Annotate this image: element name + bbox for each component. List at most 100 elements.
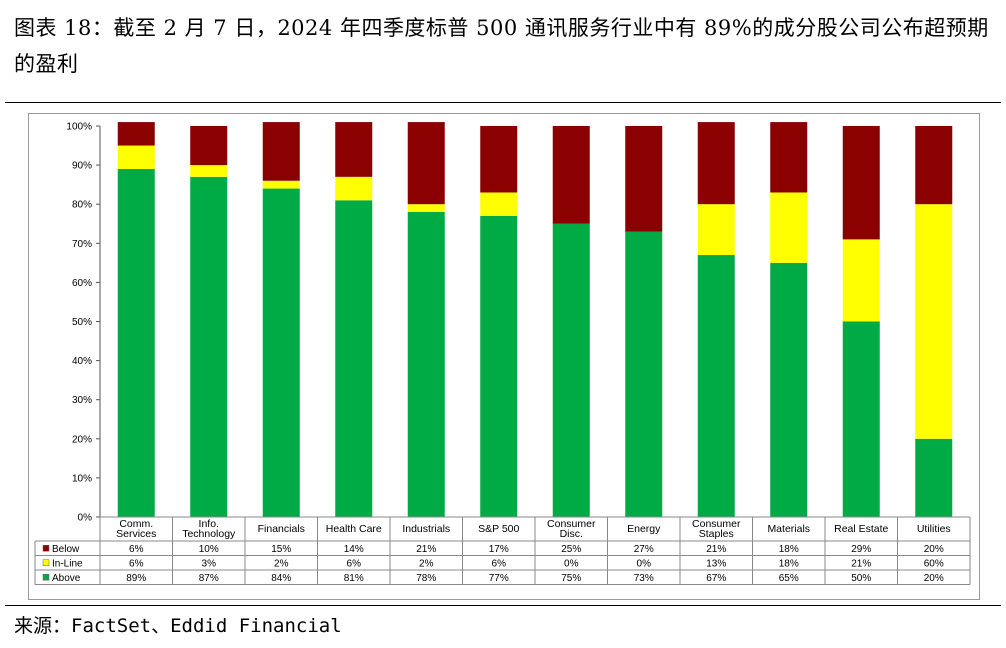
bar-below-0	[117, 122, 155, 146]
data-label-below: 17%	[489, 544, 509, 555]
bar-in-line-2	[262, 180, 300, 189]
chart-frame: 0% 10% 20% 30% 40% 50% 60% 70% 80% 90% 100% Comm. Se…	[28, 113, 980, 600]
data-label-below: 27%	[634, 544, 654, 555]
data-label-above: 75%	[561, 573, 581, 584]
category-label: Industrials	[402, 523, 450, 535]
bar-in-line-11	[915, 204, 953, 439]
stacked-bar-chart: 0% 10% 20% 30% 40% 50% 60% 70% 80% 90% 100% Comm.Se…	[34, 122, 971, 585]
top-divider	[5, 102, 1001, 103]
bar-below-4	[407, 122, 445, 205]
data-label-above: 87%	[199, 573, 219, 584]
y-tick-label: 70%	[72, 239, 92, 250]
bar-above-1	[190, 176, 228, 517]
data-label-below: 14%	[344, 544, 364, 555]
legend-swatch-in-line	[42, 559, 50, 566]
bar-below-10	[842, 126, 880, 240]
category-label: Utilities	[917, 523, 951, 535]
y-tick-label: 40%	[72, 356, 92, 367]
data-label-below: 10%	[199, 544, 219, 555]
category-label: Consumer	[547, 518, 596, 530]
y-tick-label: 60%	[72, 278, 92, 289]
bar-below-11	[915, 126, 953, 205]
bar-in-line-4	[407, 204, 445, 213]
category-label: Disc.	[560, 528, 583, 540]
data-label-in-line: 21%	[851, 558, 871, 569]
category-label: Comm.	[119, 518, 153, 530]
data-label-below: 6%	[129, 544, 144, 555]
data-label-above: 65%	[779, 573, 799, 584]
bar-below-5	[480, 126, 518, 193]
data-label-above: 20%	[924, 573, 944, 584]
bar-above-8	[697, 255, 735, 517]
data-label-in-line: 6%	[129, 558, 144, 569]
category-label: Staples	[699, 528, 734, 540]
data-label-below: 25%	[561, 544, 581, 555]
bar-in-line-3	[335, 176, 373, 201]
category-label: Info.	[199, 518, 219, 530]
data-label-in-line: 60%	[924, 558, 944, 569]
y-tick-label: 80%	[72, 200, 92, 211]
bar-in-line-9	[770, 192, 808, 263]
bar-above-6	[552, 223, 590, 517]
category-label: Materials	[767, 523, 810, 535]
bar-above-4	[407, 212, 445, 517]
bar-below-9	[770, 122, 808, 193]
bar-above-2	[262, 188, 300, 517]
category-label: Real Estate	[834, 523, 888, 535]
category-label: Financials	[258, 523, 305, 535]
chart-title: 图表 18：截至 2 月 7 日，2024 年四季度标普 500 通讯服务行业中…	[14, 16, 989, 76]
bar-above-10	[842, 321, 880, 517]
y-tick-label: 10%	[72, 473, 92, 484]
y-tick-label: 100%	[66, 122, 92, 133]
category-label: Technology	[182, 528, 236, 540]
data-label-in-line: 0%	[637, 558, 652, 569]
bar-below-3	[335, 122, 373, 177]
data-label-above: 84%	[271, 573, 291, 584]
data-label-above: 78%	[416, 573, 436, 584]
data-label-below: 21%	[706, 544, 726, 555]
bar-above-5	[480, 215, 518, 517]
bar-above-7	[625, 231, 663, 517]
data-label-below: 18%	[779, 544, 799, 555]
bar-in-line-1	[190, 165, 228, 177]
data-label-in-line: 3%	[202, 558, 217, 569]
y-tick-label: 20%	[72, 434, 92, 445]
data-label-above: 67%	[706, 573, 726, 584]
category-label: Health Care	[326, 523, 382, 535]
data-label-above: 50%	[851, 573, 871, 584]
bar-above-0	[117, 169, 155, 517]
legend-swatch-below	[42, 545, 50, 552]
category-label: Consumer	[692, 518, 741, 530]
data-label-in-line: 2%	[274, 558, 289, 569]
category-label: Energy	[627, 523, 661, 535]
data-label-below: 29%	[851, 544, 871, 555]
bar-above-9	[770, 262, 808, 517]
data-label-in-line: 2%	[419, 558, 434, 569]
bar-in-line-5	[480, 192, 518, 216]
data-label-below: 20%	[924, 544, 944, 555]
data-label-above: 89%	[126, 573, 146, 584]
source-note: 来源：FactSet、Eddid Financial	[14, 615, 342, 637]
data-label-below: 15%	[271, 544, 291, 555]
data-label-above: 73%	[634, 573, 654, 584]
data-label-below: 21%	[416, 544, 436, 555]
legend-label-above: Above	[52, 573, 81, 584]
bar-in-line-8	[697, 204, 735, 256]
y-tick-label: 30%	[72, 395, 92, 406]
bar-in-line-0	[117, 145, 155, 170]
legend-label-in-line: In-Line	[52, 558, 83, 569]
bar-above-11	[915, 438, 953, 517]
bar-below-2	[262, 122, 300, 181]
bottom-divider	[5, 605, 1001, 606]
bar-below-7	[625, 126, 663, 232]
y-tick-label: 0%	[78, 513, 93, 524]
data-label-in-line: 0%	[564, 558, 579, 569]
bar-below-8	[697, 122, 735, 205]
data-label-in-line: 6%	[492, 558, 507, 569]
category-label: S&P 500	[478, 523, 519, 535]
category-label: Services	[116, 528, 156, 540]
bar-above-3	[335, 200, 373, 517]
data-label-above: 81%	[344, 573, 364, 584]
bar-in-line-10	[842, 239, 880, 322]
legend-swatch-above	[42, 574, 50, 581]
